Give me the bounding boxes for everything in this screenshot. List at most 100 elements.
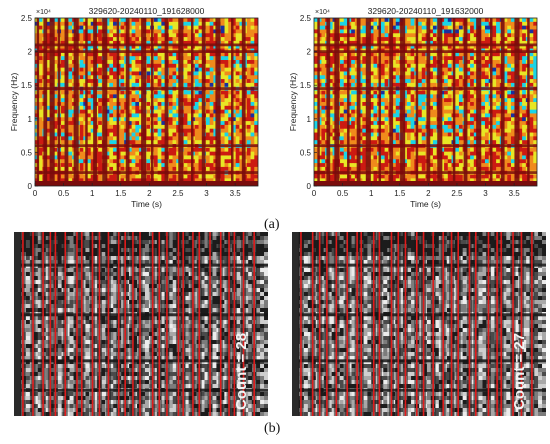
spectrogram-cell	[87, 44, 92, 49]
spectrogram-cell	[231, 140, 237, 145]
spectrogram-cell	[131, 29, 136, 34]
spectrogram-cell	[321, 29, 326, 34]
spectrogram-cell	[161, 56, 166, 61]
spectrogram-cell	[109, 21, 114, 27]
spectrogram-cell	[231, 166, 237, 172]
spectrogram-cell	[131, 56, 136, 61]
spectrogram-cell	[444, 151, 449, 156]
spectrogram-cell	[168, 60, 173, 65]
spectrogram-cell	[105, 151, 110, 156]
spectrogram-cell	[406, 98, 412, 103]
spectrogram-cell	[406, 105, 412, 111]
spectrogram-cell	[194, 124, 199, 130]
spectrogram-cell	[369, 44, 374, 49]
spectrogram-cell	[503, 117, 508, 122]
spectrogram-cell	[146, 105, 151, 111]
spectrogram-cell	[484, 121, 490, 126]
spectrogram-cell	[87, 147, 92, 153]
spectrogram-cell	[98, 132, 103, 137]
spectrogram-cell	[418, 18, 423, 23]
spectrogram-cell	[235, 151, 240, 156]
spectrogram-cell	[205, 124, 211, 130]
spectrogram-cell	[410, 75, 415, 80]
spectrogram-cell	[340, 105, 345, 111]
spectrogram-cell	[105, 40, 110, 46]
spectrogram-cell	[421, 155, 426, 160]
spectrogram-cell	[384, 52, 389, 57]
spectrogram-cell	[146, 18, 151, 23]
spectrogram-cell	[53, 40, 58, 46]
spectrogram-cell	[61, 60, 66, 65]
spectrogram-cell	[406, 67, 412, 72]
spectrogram-cell	[135, 155, 140, 160]
spectrogram-cell	[343, 63, 348, 69]
spectrogram-cell	[429, 63, 434, 69]
spectrogram-cell	[205, 159, 211, 164]
spectrogram-cell	[183, 18, 188, 23]
spectrogram-cell	[503, 29, 508, 34]
spectrogram-cell	[68, 33, 73, 38]
spectrogram-cell	[87, 102, 92, 107]
spectrogram-cell	[429, 79, 434, 84]
spectrogram-cell	[250, 63, 255, 69]
spectrogram-cell	[38, 40, 43, 46]
spectrogram-cell	[362, 155, 367, 160]
spectrogram-cell	[228, 117, 233, 122]
spectrogram-cell	[496, 124, 501, 130]
spectrogram-cell	[127, 128, 133, 133]
spectrogram-cell	[484, 79, 490, 84]
spectrogram-cell	[172, 98, 177, 103]
spectrogram-cell	[455, 102, 460, 107]
spectrogram-cell	[209, 25, 214, 30]
spectrogram-cell	[220, 174, 225, 179]
spectrogram-cell	[503, 155, 508, 160]
spectrogram-cell	[362, 166, 367, 172]
x-tick-label: 3.5	[230, 189, 242, 198]
spectrogram-cell	[228, 90, 233, 95]
spectrogram-cell	[161, 67, 166, 72]
spectrogram-cell	[235, 71, 240, 76]
spectrogram-cell	[127, 94, 133, 99]
spectrogram-cell	[161, 128, 166, 133]
spectrogram-cell	[254, 174, 258, 179]
spectrogram-cell	[135, 166, 140, 172]
spectrogram-cell	[135, 140, 140, 145]
spectrogram-cell	[444, 18, 449, 23]
spectrogram-cell	[53, 113, 58, 118]
spectrogram-cell	[328, 163, 333, 168]
spectrogram-cell	[153, 18, 159, 23]
horizontal-energy-band	[35, 87, 258, 90]
spectrogram-cell	[38, 79, 43, 84]
spectrogram-cell	[484, 151, 490, 156]
spectrogram-cell	[395, 140, 400, 145]
spectrogram-cell	[432, 178, 438, 183]
spectrogram-cell	[410, 121, 415, 126]
spectrogram-cell	[392, 82, 397, 88]
spectrogram-cell	[198, 159, 203, 164]
spectrogram-cell	[109, 60, 114, 65]
spectrogram-cell	[321, 159, 326, 164]
spectrogram-cell	[343, 90, 348, 95]
spectrogram-cell	[90, 174, 95, 179]
spectrogram-cell	[153, 136, 159, 141]
spectrogram-cell	[455, 140, 460, 145]
spectrogram-cell	[458, 37, 464, 42]
spectrogram-cell	[90, 94, 95, 99]
spectrogram-cell	[172, 56, 177, 61]
spectrogram-cell	[369, 79, 374, 84]
spectrogram-cell	[410, 159, 415, 164]
spectrogram-cell	[421, 29, 426, 34]
spectrogram-cell	[79, 67, 84, 72]
spectrogram-cell	[157, 21, 162, 27]
spectrogram-cell	[135, 82, 140, 88]
spectrogram-cell	[231, 117, 237, 122]
spectrogram-cell	[235, 159, 240, 164]
spectrogram-cell	[231, 124, 237, 130]
spectrogram-cell	[473, 60, 478, 65]
spectrogram-cell	[183, 56, 188, 61]
spectrogram-cell	[380, 79, 386, 84]
spectrogram-cell	[53, 90, 58, 95]
spectrogram-cell	[113, 98, 118, 103]
spectrogram-cell	[209, 33, 214, 38]
spectrogram-cell	[61, 56, 66, 61]
